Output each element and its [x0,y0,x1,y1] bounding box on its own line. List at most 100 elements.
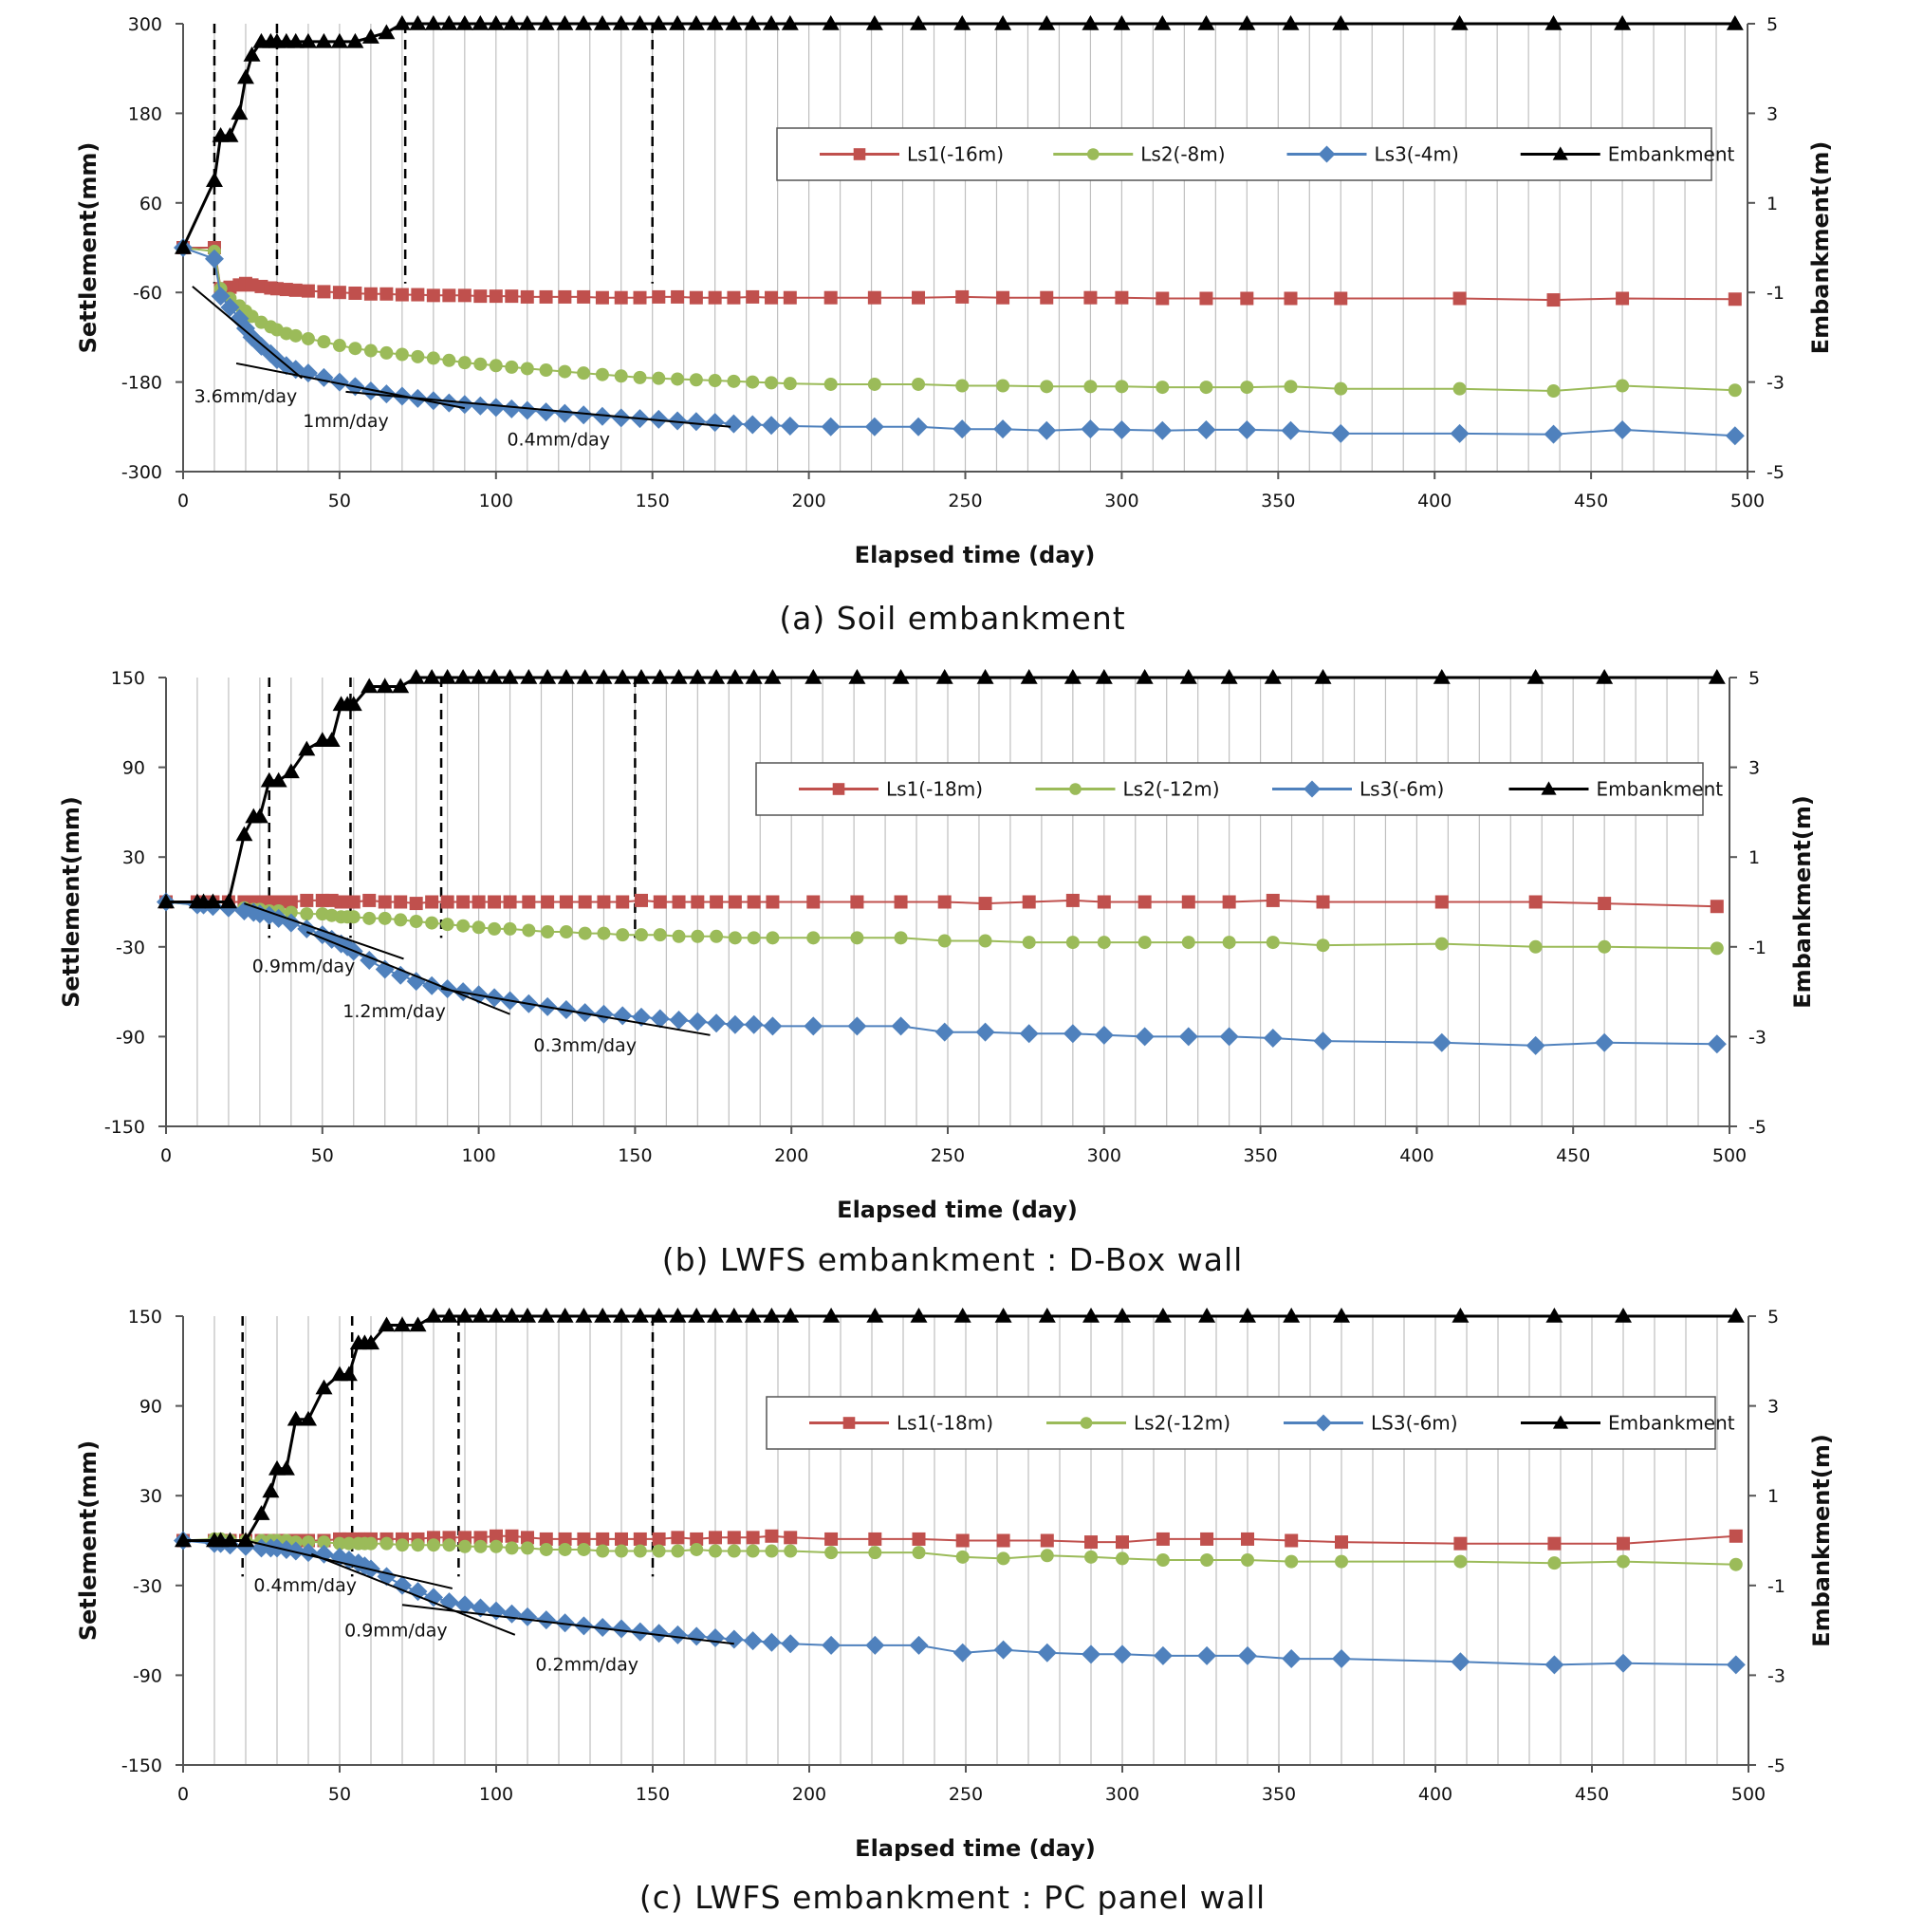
data-point [503,895,517,909]
data-point [237,1532,254,1548]
data-point [520,669,538,684]
data-point [743,1631,763,1651]
data-point [634,928,648,942]
y2-tick-label: -5 [1748,1117,1766,1138]
data-point [1453,1536,1468,1551]
data-point [1710,941,1724,956]
data-point [1433,669,1451,684]
data-point [284,895,298,909]
data-point [1220,669,1238,684]
data-point [1729,1557,1743,1571]
data-point [558,1532,572,1546]
data-point [411,1538,425,1552]
data-point [1710,900,1724,914]
data-point [595,290,609,305]
data-point [616,895,630,909]
y2-tick-label: 3 [1766,103,1778,124]
x-tick-label: 150 [636,491,670,511]
data-point [282,763,300,779]
data-point [555,1613,575,1633]
data-point [300,907,314,921]
data-point [687,15,705,30]
data-point [1595,1032,1615,1052]
data-point [781,15,799,30]
data-point [633,1544,647,1558]
data-point [521,1531,534,1545]
data-point [766,931,780,945]
data-point [539,1532,553,1546]
data-point [1156,1552,1170,1567]
data-point [487,15,505,30]
data-point [425,916,439,930]
data-point [440,895,454,909]
data-point [438,669,456,684]
data-point [231,104,249,121]
caption-c: (c) LWFS embankment : PC panel wall [638,1879,1267,1916]
legend-marker [1086,148,1100,160]
data-point [1726,15,1744,30]
data-point [1707,1034,1727,1054]
data-point [284,905,298,920]
data-point [300,1410,317,1426]
data-point [559,925,573,939]
data-point [455,15,473,30]
rate-label: 0.2mm/day [535,1655,638,1676]
data-point [728,931,742,945]
x-axis-title: Elapsed time (day) [855,542,1096,568]
data-point [937,934,952,948]
data-point [633,290,647,305]
data-point [783,290,797,305]
x-tick-label: 100 [461,1145,495,1166]
data-point [425,1308,442,1323]
data-point [955,1550,970,1564]
x-tick-label: 0 [160,1145,172,1166]
data-point [976,669,994,684]
data-point [781,1634,801,1654]
data-point [1154,15,1172,30]
data-point [1081,419,1100,439]
data-point [1264,669,1282,684]
data-point [455,1595,474,1615]
data-point [1179,669,1197,684]
data-point [518,1607,537,1626]
data-point [346,895,361,909]
data-point [243,46,261,62]
legend-label: Ls2(-12m) [1134,1412,1230,1435]
data-point [912,377,926,391]
data-point [407,669,425,684]
data-point [1137,895,1152,909]
data-point [1313,1031,1333,1051]
data-point [1728,292,1742,307]
y2-tick-label: -1 [1748,938,1766,958]
data-point [288,328,303,343]
rate-line [305,931,510,1015]
data-point [502,399,522,418]
data-point [1113,1644,1132,1664]
data-point [726,669,744,684]
data-point [955,379,970,393]
y2-tick-label: -1 [1767,1576,1785,1597]
data-point [411,349,425,363]
data-point [1084,1535,1098,1550]
series-embankment [175,15,1744,254]
x-tick-label: 500 [1712,1145,1747,1166]
data-point [1153,420,1173,440]
x-tick-label: 50 [328,491,351,511]
data-point [393,1575,412,1595]
data-point [1181,936,1195,950]
data-point [1452,1308,1470,1323]
data-point [744,1308,762,1323]
data-point [1453,1554,1468,1569]
y-tick-label: -150 [104,1117,145,1138]
data-point [486,398,506,418]
legend-marker [832,783,845,795]
data-point [539,1542,553,1556]
y2-axis-title: Embankment(m) [1807,141,1834,355]
legend: Ls1(-16m) Ls2(-8m) Ls3(-4m) Embankment [776,127,1735,181]
data-point [1241,1532,1254,1546]
data-point [378,24,396,40]
data-point [823,377,838,391]
data-point [204,893,222,909]
x-tick-label: 200 [792,1784,826,1805]
